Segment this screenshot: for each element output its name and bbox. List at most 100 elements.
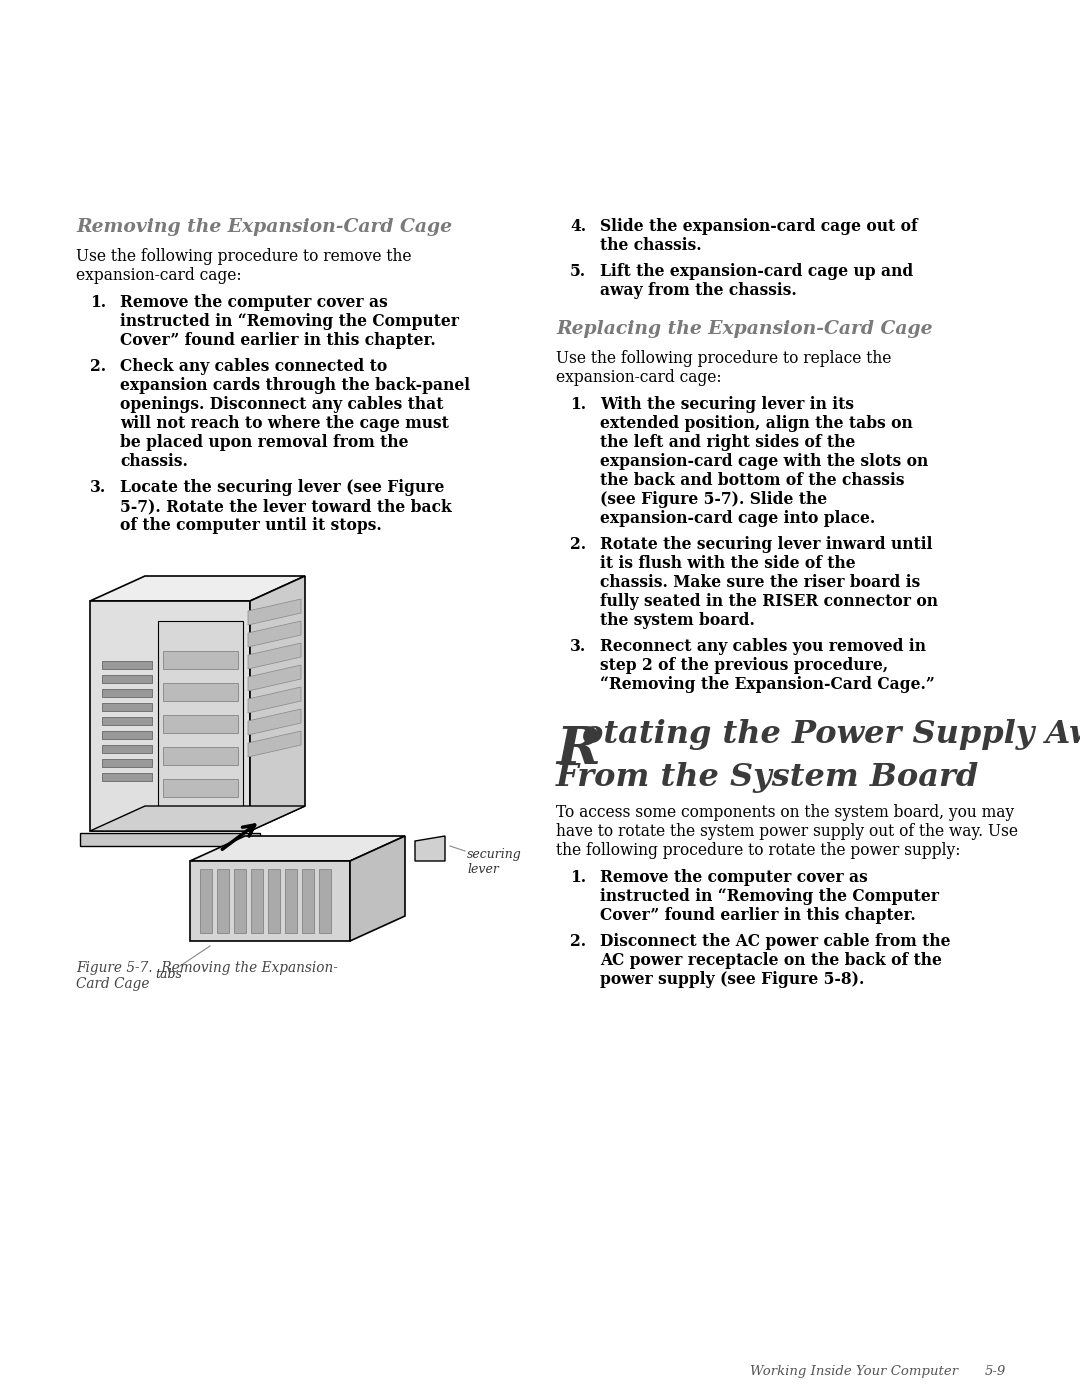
- Polygon shape: [248, 643, 301, 669]
- Text: Cover” found earlier in this chapter.: Cover” found earlier in this chapter.: [600, 907, 916, 923]
- Text: of the computer until it stops.: of the computer until it stops.: [120, 517, 381, 534]
- Text: expansion-card cage with the slots on: expansion-card cage with the slots on: [600, 453, 928, 469]
- Polygon shape: [248, 665, 301, 692]
- Text: Lift the expansion-card cage up and: Lift the expansion-card cage up and: [600, 263, 914, 279]
- Text: away from the chassis.: away from the chassis.: [600, 282, 797, 299]
- Text: expansion-card cage into place.: expansion-card cage into place.: [600, 510, 875, 527]
- Polygon shape: [102, 675, 152, 683]
- Text: the left and right sides of the: the left and right sides of the: [600, 434, 855, 451]
- Text: have to rotate the system power supply out of the way. Use: have to rotate the system power supply o…: [556, 823, 1018, 840]
- Text: chassis.: chassis.: [120, 453, 188, 469]
- Text: Remove the computer cover as: Remove the computer cover as: [120, 293, 388, 312]
- Polygon shape: [90, 601, 249, 831]
- Polygon shape: [163, 780, 238, 798]
- Text: From the System Board: From the System Board: [556, 761, 980, 793]
- Polygon shape: [190, 835, 405, 861]
- Polygon shape: [90, 576, 305, 601]
- Text: Card Cage: Card Cage: [76, 977, 149, 990]
- Text: tabs: tabs: [156, 968, 181, 981]
- Polygon shape: [285, 869, 297, 933]
- Text: power supply (see Figure 5-8).: power supply (see Figure 5-8).: [600, 971, 864, 988]
- Polygon shape: [302, 869, 314, 933]
- Text: Use the following procedure to remove the: Use the following procedure to remove th…: [76, 249, 411, 265]
- Polygon shape: [163, 683, 238, 701]
- Polygon shape: [102, 745, 152, 753]
- Polygon shape: [102, 731, 152, 739]
- Text: To access some components on the system board, you may: To access some components on the system …: [556, 805, 1014, 821]
- Polygon shape: [234, 869, 246, 933]
- Text: otating the Power Supply Away: otating the Power Supply Away: [582, 719, 1080, 750]
- Text: Reconnect any cables you removed in: Reconnect any cables you removed in: [600, 638, 926, 655]
- Text: chassis. Make sure the riser board is: chassis. Make sure the riser board is: [600, 574, 920, 591]
- Text: openings. Disconnect any cables that: openings. Disconnect any cables that: [120, 395, 444, 414]
- Text: expansion-card cage:: expansion-card cage:: [556, 369, 721, 386]
- Text: expansion cards through the back-panel: expansion cards through the back-panel: [120, 377, 470, 394]
- Text: With the securing lever in its: With the securing lever in its: [600, 395, 854, 414]
- Text: Working Inside Your Computer: Working Inside Your Computer: [750, 1365, 958, 1377]
- Polygon shape: [102, 703, 152, 711]
- Polygon shape: [251, 869, 264, 933]
- Polygon shape: [248, 622, 301, 647]
- Text: AC power receptacle on the back of the: AC power receptacle on the back of the: [600, 951, 942, 970]
- Text: Locate the securing lever (see Figure: Locate the securing lever (see Figure: [120, 479, 444, 496]
- Polygon shape: [163, 651, 238, 669]
- Text: Use the following procedure to replace the: Use the following procedure to replace t…: [556, 351, 891, 367]
- Text: expansion-card cage:: expansion-card cage:: [76, 267, 242, 284]
- Text: 5.: 5.: [570, 263, 586, 279]
- Polygon shape: [319, 869, 330, 933]
- Text: 2.: 2.: [570, 933, 586, 950]
- Text: 4.: 4.: [570, 218, 586, 235]
- Polygon shape: [248, 687, 301, 712]
- Text: securing
lever: securing lever: [467, 848, 522, 876]
- Text: 2.: 2.: [90, 358, 106, 374]
- Polygon shape: [217, 869, 229, 933]
- Polygon shape: [248, 731, 301, 757]
- Text: Replacing the Expansion-Card Cage: Replacing the Expansion-Card Cage: [556, 320, 932, 338]
- Polygon shape: [158, 622, 243, 821]
- Text: “Removing the Expansion-Card Cage.”: “Removing the Expansion-Card Cage.”: [600, 676, 935, 693]
- Text: the system board.: the system board.: [600, 612, 755, 629]
- Text: Cover” found earlier in this chapter.: Cover” found earlier in this chapter.: [120, 332, 435, 349]
- Polygon shape: [102, 661, 152, 669]
- Polygon shape: [163, 747, 238, 766]
- Text: 1.: 1.: [570, 869, 586, 886]
- Text: 3.: 3.: [90, 479, 106, 496]
- Text: 5-9: 5-9: [985, 1365, 1007, 1377]
- Text: the following procedure to rotate the power supply:: the following procedure to rotate the po…: [556, 842, 960, 859]
- Polygon shape: [102, 689, 152, 697]
- Polygon shape: [102, 773, 152, 781]
- Polygon shape: [248, 599, 301, 624]
- Text: 3.: 3.: [570, 638, 586, 655]
- Polygon shape: [248, 710, 301, 735]
- Text: fully seated in the RISER connector on: fully seated in the RISER connector on: [600, 592, 939, 610]
- Text: it is flush with the side of the: it is flush with the side of the: [600, 555, 855, 571]
- Text: Rotate the securing lever inward until: Rotate the securing lever inward until: [600, 536, 932, 553]
- Text: instructed in “Removing the Computer: instructed in “Removing the Computer: [600, 888, 939, 905]
- Text: be placed upon removal from the: be placed upon removal from the: [120, 434, 408, 451]
- Text: R: R: [556, 724, 599, 775]
- Polygon shape: [200, 869, 212, 933]
- Text: Slide the expansion-card cage out of: Slide the expansion-card cage out of: [600, 218, 918, 235]
- Text: 5-7). Rotate the lever toward the back: 5-7). Rotate the lever toward the back: [120, 497, 451, 515]
- Polygon shape: [102, 759, 152, 767]
- Text: the back and bottom of the chassis: the back and bottom of the chassis: [600, 472, 905, 489]
- Polygon shape: [80, 833, 260, 847]
- Text: (see Figure 5-7). Slide the: (see Figure 5-7). Slide the: [600, 490, 827, 509]
- Text: Disconnect the AC power cable from the: Disconnect the AC power cable from the: [600, 933, 950, 950]
- Text: Figure 5-7.  Removing the Expansion-: Figure 5-7. Removing the Expansion-: [76, 961, 338, 975]
- Polygon shape: [415, 835, 445, 861]
- Polygon shape: [90, 806, 305, 831]
- Polygon shape: [268, 869, 280, 933]
- Text: the chassis.: the chassis.: [600, 237, 702, 254]
- Polygon shape: [163, 715, 238, 733]
- Text: instructed in “Removing the Computer: instructed in “Removing the Computer: [120, 313, 459, 330]
- Polygon shape: [190, 861, 350, 942]
- Text: Removing the Expansion-Card Cage: Removing the Expansion-Card Cage: [76, 218, 453, 236]
- Polygon shape: [102, 717, 152, 725]
- Text: 1.: 1.: [570, 395, 586, 414]
- Text: Remove the computer cover as: Remove the computer cover as: [600, 869, 867, 886]
- Polygon shape: [350, 835, 405, 942]
- Text: 1.: 1.: [90, 293, 106, 312]
- Text: will not reach to where the cage must: will not reach to where the cage must: [120, 415, 449, 432]
- Polygon shape: [249, 576, 305, 831]
